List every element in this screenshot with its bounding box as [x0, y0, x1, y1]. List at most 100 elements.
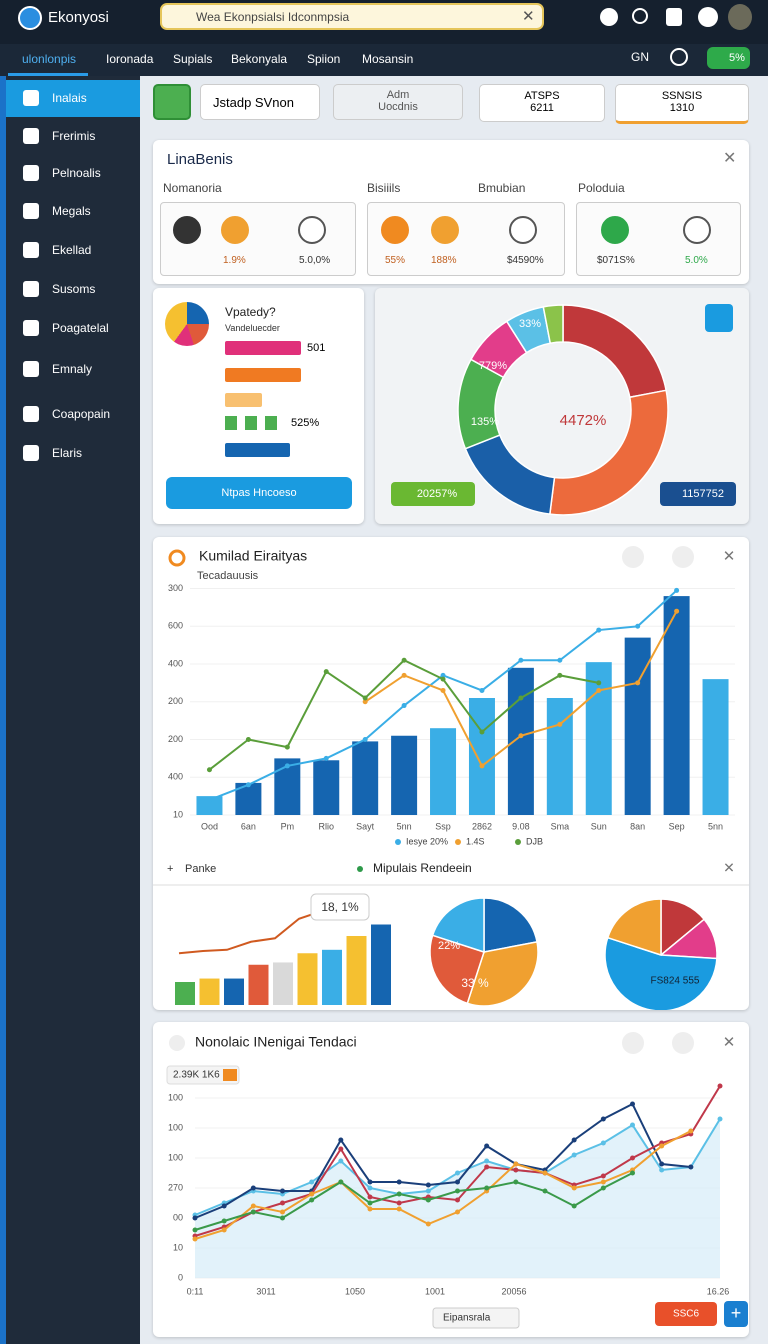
pie-slice — [431, 897, 485, 954]
progress-bar — [225, 393, 262, 407]
sidebar-item[interactable]: Susoms — [52, 282, 96, 296]
search-icon[interactable] — [670, 48, 688, 66]
plus-button[interactable] — [705, 304, 733, 332]
nav-item[interactable]: Ioronada — [106, 52, 154, 66]
mini-bar — [273, 962, 293, 1005]
pie-slice — [483, 897, 538, 953]
tile-icon — [173, 216, 201, 244]
mini-bar — [297, 953, 318, 1005]
lang[interactable]: GN — [631, 50, 649, 64]
sidebar-icon — [23, 445, 39, 461]
sidebar-item[interactable]: Megals — [52, 204, 91, 218]
select[interactable]: SSNSIS 1310 — [615, 84, 749, 124]
sidebar-icon — [23, 320, 39, 336]
brand: Ekonyosi — [48, 9, 109, 26]
close[interactable]: ✕ — [723, 1034, 736, 1051]
line-point — [362, 699, 368, 705]
line-point — [513, 1167, 519, 1173]
nav-item[interactable]: Supials — [173, 52, 213, 66]
sidebar: Inalais Frerimis Pelnoalis Megals Ekellad Sus… — [0, 76, 140, 1344]
search-text: Wea Ekonpsialsi Idconmpsia — [196, 10, 350, 24]
legend-dot — [455, 839, 461, 845]
mini-bar — [175, 982, 195, 1005]
line-point — [309, 1197, 315, 1203]
sidebar-item[interactable]: Ekellad — [52, 243, 92, 257]
sidebar-icon — [23, 281, 39, 297]
tool-button[interactable] — [622, 546, 644, 568]
icon[interactable] — [632, 8, 648, 24]
nav-item[interactable]: Spiion — [307, 52, 341, 66]
tool-button[interactable] — [622, 1032, 644, 1054]
line-point — [425, 1182, 431, 1188]
avatar[interactable] — [728, 4, 752, 30]
sidebar-item[interactable]: Coapopain — [52, 407, 111, 421]
select[interactable]: Jstadp SVnon — [200, 84, 320, 120]
search-box[interactable]: Wea Ekonpsialsi Idconmpsia ✕ — [160, 3, 544, 30]
line-point — [192, 1227, 198, 1233]
x-tick-label: 1001 — [425, 1286, 445, 1296]
icon[interactable] — [698, 7, 718, 27]
tile-value: 188% — [431, 255, 457, 266]
nav-item[interactable]: ulonlonpis — [22, 52, 77, 66]
icon[interactable] — [666, 8, 682, 26]
select[interactable] — [432, 1307, 520, 1329]
line-point — [284, 763, 290, 769]
mini-bar — [371, 924, 391, 1005]
line-point — [600, 1179, 606, 1185]
badge — [166, 1065, 240, 1085]
tool-button[interactable] — [672, 1032, 694, 1054]
clear-icon[interactable]: ✕ — [522, 8, 535, 25]
tile-icon — [381, 216, 409, 244]
select[interactable]: ATSPS 6211 — [479, 84, 605, 122]
plus-button[interactable] — [724, 1301, 748, 1327]
line-point — [309, 1191, 315, 1197]
line-point — [367, 1200, 373, 1206]
pie-label: 33 % — [461, 976, 489, 990]
nav-item[interactable]: Bekonyala — [231, 52, 288, 66]
group-label: Nomanoria — [163, 181, 222, 195]
sidebar-item[interactable]: Poagatelal — [52, 321, 109, 335]
close[interactable]: ✕ — [723, 548, 736, 565]
group-label: Poloduia — [578, 181, 625, 195]
close[interactable]: ✕ — [723, 860, 735, 876]
line-point — [596, 680, 602, 686]
sidebar-item[interactable]: Frerimis — [52, 129, 96, 143]
tool-button[interactable] — [672, 546, 694, 568]
line-point — [717, 1083, 723, 1089]
sidebar-icon — [23, 406, 39, 422]
sidebar-item[interactable]: Pelnoalis — [52, 166, 101, 180]
line-point — [600, 1173, 606, 1179]
y-tick-label: 100 — [168, 1092, 183, 1102]
sidebar-item[interactable]: Elaris — [52, 446, 83, 460]
select[interactable]: Adm Uocdnis — [333, 84, 463, 120]
tile-icon — [431, 216, 459, 244]
x-tick-label: Ssp — [435, 821, 451, 831]
line-point — [600, 1140, 606, 1146]
y-tick-label: 400 — [168, 658, 183, 668]
line-point — [401, 672, 407, 678]
line-point — [630, 1170, 635, 1176]
button-text: SSC6 — [673, 1309, 700, 1320]
donut-segment — [464, 434, 556, 516]
button[interactable] — [655, 1302, 717, 1326]
legend-label: 1.4S — [466, 836, 485, 846]
close[interactable]: ✕ — [723, 150, 737, 167]
icon[interactable] — [600, 8, 618, 26]
sidebar-item[interactable]: Inalais — [52, 91, 87, 105]
tile-value: 5.0% — [685, 255, 708, 266]
card-title: Kumilad Eiraityas — [199, 548, 307, 564]
donut-label: 33% — [519, 318, 541, 330]
x-tick-label: 16.26 — [707, 1286, 730, 1296]
action-button[interactable] — [153, 84, 191, 120]
nav-item[interactable]: Mosansin — [362, 52, 414, 66]
card-title: Vpatedy? — [225, 305, 276, 319]
legend-dot — [395, 839, 401, 845]
sidebar-item[interactable]: Emnaly — [52, 362, 93, 376]
line-point — [338, 1146, 344, 1152]
line-point — [367, 1179, 373, 1185]
tile-value: 1.9% — [223, 255, 246, 266]
group-label: Bisiiils — [367, 181, 401, 195]
pie-slice — [466, 941, 539, 1007]
button[interactable]: Ntpas Hncoeso — [166, 477, 352, 509]
y-tick-label: 270 — [168, 1182, 183, 1192]
